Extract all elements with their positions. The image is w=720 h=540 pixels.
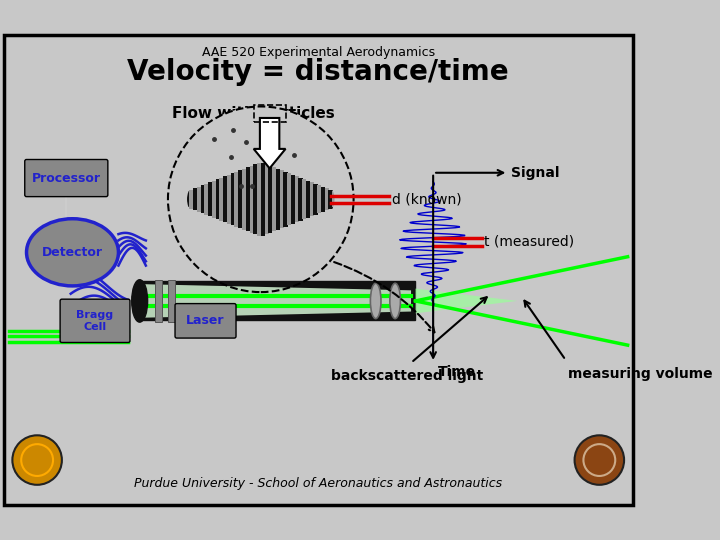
Ellipse shape [390, 284, 400, 319]
Bar [253, 164, 258, 234]
Bar [208, 183, 212, 216]
Bar [242, 169, 246, 230]
Text: backscattered light: backscattered light [330, 369, 482, 383]
Text: Detector: Detector [42, 246, 103, 259]
Ellipse shape [132, 280, 148, 322]
Text: Laser: Laser [186, 314, 225, 327]
Bar [317, 185, 321, 213]
Bar [253, 105, 286, 123]
Circle shape [168, 106, 354, 292]
Bar [325, 188, 329, 210]
Bar [328, 190, 333, 208]
Text: Time: Time [438, 364, 476, 379]
Bar [279, 171, 284, 228]
Bar [269, 166, 272, 233]
Bar [310, 183, 314, 216]
FancyBboxPatch shape [24, 159, 108, 197]
Bar [137, 281, 415, 320]
Bar [250, 166, 253, 233]
Polygon shape [415, 288, 517, 313]
Ellipse shape [370, 284, 381, 319]
Bar [238, 171, 243, 228]
Polygon shape [141, 284, 411, 318]
Bar [287, 173, 292, 225]
Bar [230, 173, 235, 225]
Text: Velocity = distance/time: Velocity = distance/time [127, 58, 509, 86]
Bar [272, 167, 276, 231]
Bar [212, 181, 216, 218]
Bar [193, 188, 197, 210]
Bar [257, 163, 261, 235]
Bar [276, 169, 280, 230]
Text: d (known): d (known) [392, 192, 462, 206]
Bar [294, 177, 299, 222]
Bar [246, 167, 250, 231]
FancyBboxPatch shape [175, 303, 236, 338]
Bar [264, 164, 269, 234]
Bar [220, 178, 224, 221]
Text: Bragg
Cell: Bragg Cell [76, 310, 114, 332]
Bar [298, 178, 302, 221]
Bar [302, 179, 306, 219]
Bar [306, 181, 310, 218]
Bar [197, 187, 201, 212]
Bar [201, 185, 205, 213]
Text: Flow with particles: Flow with particles [172, 106, 335, 122]
Bar [321, 187, 325, 212]
Circle shape [12, 435, 62, 485]
Text: Processor: Processor [32, 172, 101, 185]
FancyArrow shape [253, 118, 286, 168]
Text: Signal: Signal [511, 166, 559, 180]
Text: measuring volume: measuring volume [568, 367, 713, 381]
Bar [223, 177, 228, 222]
Bar [189, 190, 194, 208]
Bar [313, 184, 318, 214]
Bar [332, 192, 336, 207]
Bar [227, 175, 231, 224]
Text: t (measured): t (measured) [485, 235, 575, 249]
Bar [155, 280, 162, 322]
Ellipse shape [27, 219, 119, 286]
Bar [291, 175, 295, 224]
Bar [204, 184, 209, 214]
Circle shape [575, 435, 624, 485]
FancyBboxPatch shape [60, 299, 130, 342]
Text: Purdue University - School of Aeronautics and Astronautics: Purdue University - School of Aeronautic… [134, 477, 503, 490]
Bar [283, 172, 287, 227]
Bar [168, 280, 175, 322]
Text: AAE 520 Experimental Aerodynamics: AAE 520 Experimental Aerodynamics [202, 46, 435, 59]
Bar [261, 163, 265, 235]
Bar [235, 172, 238, 227]
Bar [216, 179, 220, 219]
Bar [186, 192, 190, 207]
